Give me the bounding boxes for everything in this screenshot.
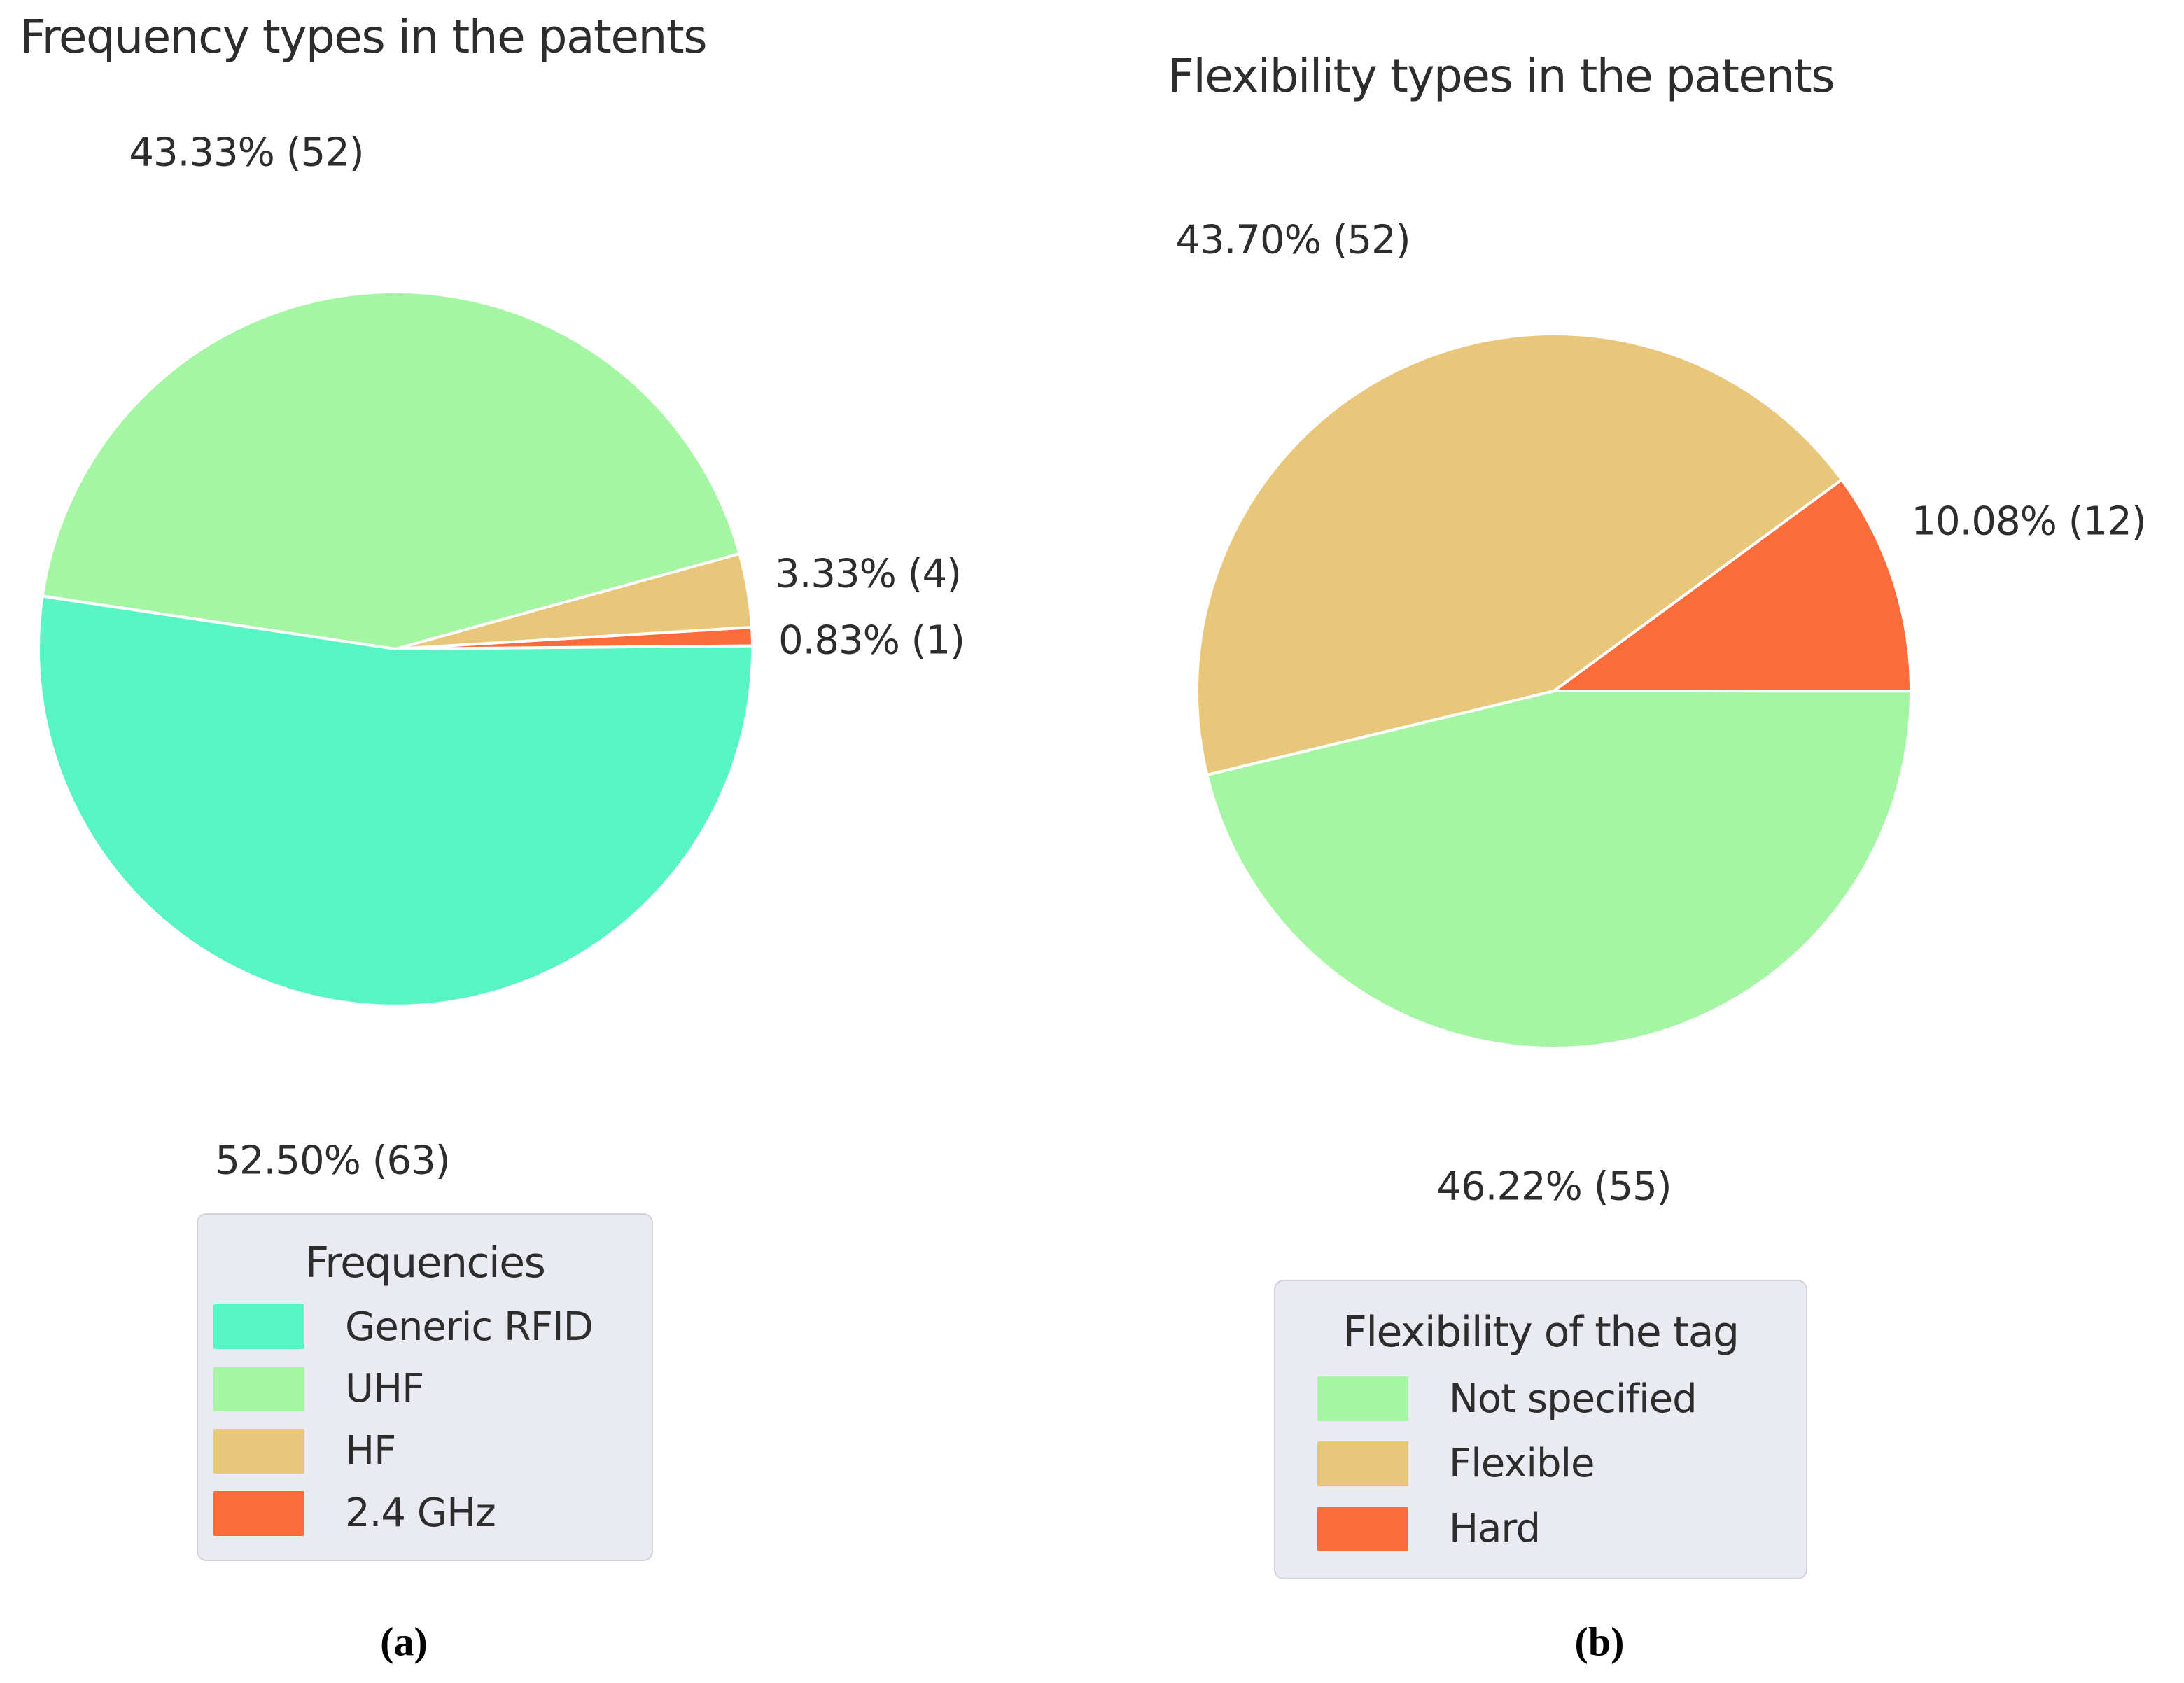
legend-swatch-uhf (214, 1366, 304, 1411)
legend-label: Hard (1449, 1506, 1541, 1552)
pct-label-uhf: 43.33% (52) (129, 130, 364, 176)
legend-swatch-hf (214, 1428, 304, 1474)
legend-label: HF (345, 1428, 396, 1474)
legend-item-hf: HF (214, 1428, 652, 1474)
legend-frequencies: Frequencies Generic RFID UHF HF 2.4 GHz (197, 1213, 653, 1561)
legend-label: 2.4 GHz (345, 1490, 496, 1537)
pie-slice-uhf (41, 290, 741, 650)
legend-item-2-4-ghz: 2.4 GHz (214, 1490, 652, 1536)
pct-label-hf: 3.33% (4) (774, 551, 962, 597)
pct-label-24ghz: 0.83% (1) (778, 617, 965, 664)
legend-label: Not specified (1449, 1376, 1698, 1422)
pie-slice-not-specified (1205, 690, 1912, 1049)
pct-label-hard: 10.08% (12) (1911, 498, 2146, 545)
pct-label-flexible: 43.70% (52) (1175, 217, 1410, 263)
legend-flexibility: Flexibility of the tag Not specified Flex… (1274, 1280, 1807, 1579)
legend-frequencies-title: Frequencies (304, 1238, 546, 1287)
legend-label: UHF (345, 1366, 424, 1412)
pie-slice-flexible (1196, 333, 1844, 776)
legend-item-hard: Hard (1317, 1506, 1806, 1551)
chart-a-title: Frequency types in the patents (20, 10, 708, 64)
caption-b: (b) (1574, 1619, 1625, 1665)
pie-slice-hard (1553, 478, 1912, 693)
legend-item-not-specified: Not specified (1317, 1376, 1806, 1422)
caption-a: (a) (380, 1619, 428, 1665)
legend-label: Flexible (1449, 1441, 1595, 1487)
pct-label-not-specified: 46.22% (55) (1436, 1164, 1672, 1210)
pie-slice-generic-rfid (37, 594, 755, 1007)
legend-swatch-generic-rfid (214, 1304, 304, 1350)
legend-swatch-flexible (1317, 1441, 1408, 1486)
pct-label-generic-rfid: 52.50% (63) (215, 1138, 450, 1184)
legend-item-uhf: UHF (214, 1366, 652, 1411)
legend-item-generic-rfid: Generic RFID (214, 1304, 652, 1350)
chart-b-title: Flexibility types in the patents (1168, 49, 1835, 103)
legend-flexibility-title: Flexibility of the tag (1343, 1307, 1740, 1357)
legend-item-flexible: Flexible (1317, 1441, 1806, 1486)
legend-swatch-hard (1317, 1506, 1408, 1551)
legend-label: Generic RFID (345, 1304, 594, 1350)
legend-swatch-2-4-ghz (214, 1490, 304, 1536)
legend-swatch-not-specified (1317, 1376, 1408, 1422)
